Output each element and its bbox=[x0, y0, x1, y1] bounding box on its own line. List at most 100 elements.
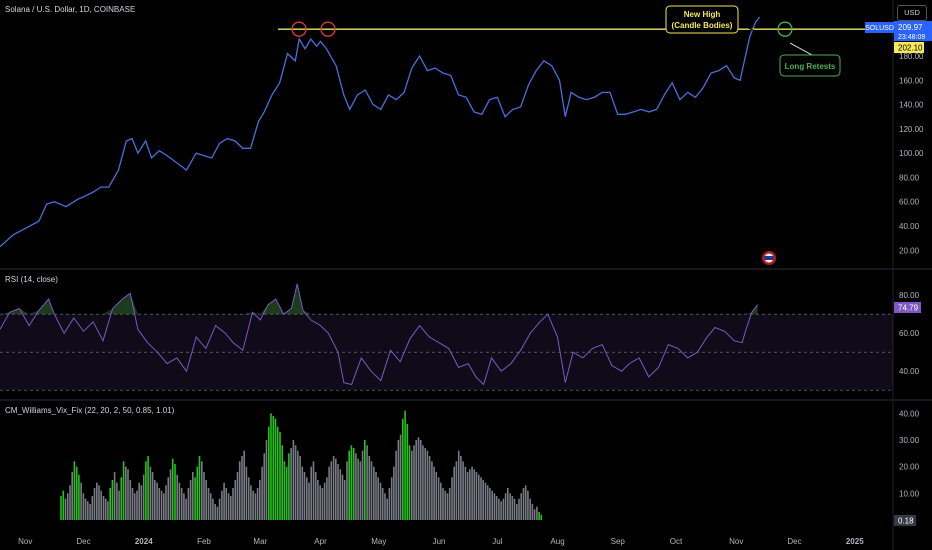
vix-bar bbox=[466, 472, 469, 520]
x-tick-label: Nov bbox=[729, 537, 743, 546]
y-tick-label: 30.00 bbox=[899, 436, 920, 445]
vix-bar bbox=[127, 469, 129, 520]
vix-bar bbox=[431, 461, 433, 520]
rsi-overbought-area bbox=[112, 299, 123, 315]
vix-bar bbox=[299, 456, 301, 520]
vix-bar bbox=[174, 464, 176, 520]
vix-bar bbox=[482, 480, 484, 520]
top-marker-circle bbox=[291, 21, 307, 37]
vix-bar bbox=[312, 461, 315, 520]
vix-pane-title[interactable]: CM_Williams_Vix_Fix (22, 20, 2, 50, 0.85… bbox=[5, 406, 175, 415]
price-axis[interactable]: 20.00 40.00 60.00 80.00 100.00 120.00 140.00 16… bbox=[899, 52, 924, 498]
vix-bar bbox=[259, 480, 261, 520]
vix-bar bbox=[147, 456, 149, 520]
svg-text:23:48:09: 23:48:09 bbox=[898, 34, 925, 41]
vix-bar bbox=[256, 488, 259, 520]
vix-bar bbox=[234, 480, 237, 520]
long-retests-callout[interactable]: Long Retests bbox=[779, 42, 841, 77]
y-tick-label: 140.00 bbox=[899, 101, 924, 110]
vix-bar bbox=[437, 477, 440, 520]
vix-bar bbox=[221, 490, 223, 520]
vix-bar bbox=[475, 472, 478, 520]
y-tick-label: 10.00 bbox=[899, 489, 920, 498]
vix-bar bbox=[361, 450, 364, 520]
rsi-value-badge: 74.79 bbox=[894, 302, 921, 313]
x-tick-label: Jul bbox=[492, 537, 502, 546]
vix-bar bbox=[183, 493, 185, 520]
vix-bar bbox=[444, 490, 447, 520]
vix-bar bbox=[518, 498, 520, 520]
vix-bar bbox=[185, 498, 187, 520]
vix-value-badge: 0.18 bbox=[894, 515, 916, 526]
new-high-callout[interactable]: New High (Candle Bodies) bbox=[665, 5, 761, 34]
vix-bar bbox=[350, 445, 353, 520]
price-pane-title[interactable]: Solana / U.S. Dollar, 1D, COINBASE bbox=[5, 5, 136, 14]
svg-text:74.79: 74.79 bbox=[898, 304, 919, 313]
price-line bbox=[0, 16, 761, 248]
flag-icon[interactable] bbox=[762, 251, 776, 265]
vix-bar bbox=[145, 461, 147, 520]
vix-bar bbox=[203, 472, 205, 520]
vix-bar bbox=[125, 466, 127, 520]
vix-bar bbox=[118, 490, 120, 520]
vix-bar bbox=[252, 490, 254, 520]
vix-bar bbox=[426, 450, 429, 520]
vix-bar bbox=[346, 461, 348, 520]
vix-bar bbox=[326, 477, 328, 520]
vix-bar bbox=[314, 472, 317, 520]
svg-text:209.97: 209.97 bbox=[898, 23, 923, 32]
time-axis[interactable]: Nov Dec 2024 Feb Mar Apr May Jun Jul Aug Sep Oct Nov… bbox=[18, 537, 864, 546]
vix-bar bbox=[154, 480, 156, 520]
y-tick-label: 80.00 bbox=[899, 291, 920, 300]
vix-bar bbox=[317, 480, 319, 520]
vix-bar bbox=[109, 488, 111, 520]
vix-bar bbox=[140, 485, 143, 520]
vix-bar bbox=[471, 466, 473, 520]
vix-bar bbox=[435, 472, 438, 520]
vix-bar bbox=[379, 482, 382, 520]
vix-bar bbox=[288, 453, 290, 520]
vix-bar bbox=[290, 448, 292, 520]
x-tick-label: Sep bbox=[611, 537, 626, 546]
vix-bar bbox=[270, 413, 272, 520]
vix-bar bbox=[292, 440, 295, 520]
vix-bar bbox=[498, 498, 500, 520]
vix-bar bbox=[207, 488, 210, 520]
vix-bar bbox=[448, 488, 451, 520]
vix-bar bbox=[319, 485, 321, 520]
vix-bar bbox=[397, 440, 400, 520]
vix-bar bbox=[359, 461, 362, 520]
y-tick-label: 180.00 bbox=[899, 52, 924, 61]
vix-bar bbox=[87, 501, 89, 520]
vix-bar bbox=[149, 466, 152, 520]
vix-bar bbox=[230, 496, 232, 520]
y-tick-label: 20.00 bbox=[899, 463, 920, 472]
vix-bar bbox=[513, 498, 516, 520]
rsi-overbought-area bbox=[29, 310, 39, 315]
y-tick-label: 160.00 bbox=[899, 76, 924, 85]
vix-bar bbox=[98, 485, 100, 520]
vix-bar bbox=[136, 490, 138, 520]
vix-bar bbox=[165, 485, 167, 520]
rsi-line bbox=[0, 283, 758, 386]
y-tick-label: 40.00 bbox=[899, 222, 920, 231]
vix-bar bbox=[102, 496, 105, 520]
vix-bar bbox=[478, 474, 480, 520]
vix-bar bbox=[433, 466, 435, 520]
rsi-pane-title[interactable]: RSI (14, close) bbox=[5, 275, 58, 284]
vix-bar bbox=[104, 498, 107, 520]
vix-bar bbox=[364, 440, 366, 520]
rsi-overbought-area bbox=[242, 312, 253, 315]
currency-button[interactable]: USD bbox=[897, 5, 927, 21]
vix-bar bbox=[527, 490, 529, 520]
vix-bar bbox=[218, 498, 221, 520]
vix-bar bbox=[440, 482, 442, 520]
vix-bar bbox=[368, 456, 371, 520]
vix-bar bbox=[216, 506, 219, 520]
vix-bar bbox=[381, 488, 384, 520]
vix-bar bbox=[366, 445, 368, 520]
vix-bar bbox=[189, 480, 192, 520]
rsi-overbought-area bbox=[38, 299, 49, 315]
x-tick-label: Jun bbox=[433, 537, 446, 546]
